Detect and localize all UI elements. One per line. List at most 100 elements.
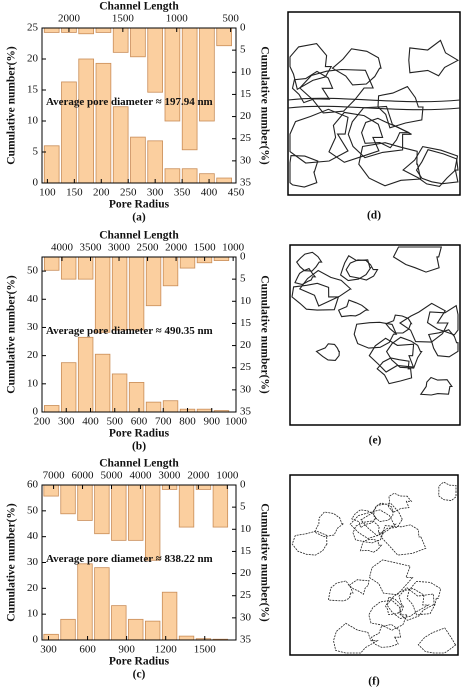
y-tick-label: 40	[27, 530, 39, 542]
contour	[361, 117, 410, 149]
y-tick-label: 25	[27, 22, 39, 34]
bar	[145, 256, 162, 307]
contour	[384, 314, 413, 334]
x-tick-label: 150	[66, 187, 83, 199]
y2-tick-label: 25	[240, 589, 252, 601]
y2-tick-label: 0	[240, 22, 246, 34]
contour-image-frame	[289, 474, 459, 656]
bar	[213, 256, 230, 261]
x2-tick-label: 4000	[129, 470, 152, 482]
contour	[337, 299, 370, 318]
contour	[351, 509, 378, 529]
contour	[373, 502, 394, 523]
x-tick-label: 600	[79, 644, 96, 656]
contour	[313, 511, 345, 538]
bar	[60, 256, 77, 280]
contour	[388, 492, 413, 513]
contour	[406, 580, 442, 616]
y2-tick-label: 30	[240, 611, 252, 623]
contour	[385, 336, 423, 369]
contour	[299, 68, 374, 114]
bar	[77, 484, 93, 521]
y2-tick-label: 35	[240, 406, 252, 418]
y-tick-label: 30	[27, 321, 39, 333]
x-tick-label: 400	[201, 187, 218, 199]
y-tick-label: 10	[27, 115, 39, 127]
bar	[128, 618, 144, 641]
bar	[112, 106, 129, 184]
bar	[94, 567, 110, 641]
y2-axis-label: Cumulative number(%)	[258, 503, 270, 622]
x2-tick-label: 1000	[216, 470, 239, 482]
bar	[128, 382, 145, 413]
bar	[111, 484, 127, 541]
bar	[144, 484, 161, 561]
annotation: Average pore diameter ≈ 197.94 nm	[46, 96, 213, 108]
y2-tick-label: 5	[240, 273, 246, 285]
contour	[315, 343, 340, 361]
contour	[339, 255, 372, 282]
y2-tick-label: 0	[240, 251, 246, 263]
y2-tick-label: 20	[240, 567, 252, 579]
x-tick-label: 300	[147, 187, 164, 199]
contour	[289, 155, 319, 188]
contour	[358, 142, 422, 187]
panel-label: (b)	[132, 441, 146, 453]
y2-tick-label: 10	[240, 66, 252, 78]
x2-tick-label: 1500	[194, 242, 217, 254]
y2-tick-label: 20	[240, 110, 252, 122]
y2-tick-label: 25	[240, 132, 252, 144]
contour	[427, 329, 459, 358]
bar	[162, 256, 179, 287]
panel-label: (a)	[132, 212, 146, 224]
x-tick-label: 1500	[194, 644, 217, 656]
x2-tick-label: 1000	[166, 13, 189, 25]
contour	[328, 111, 384, 163]
y-tick-label: 0	[33, 177, 39, 189]
x2-axis-label: Channel Length	[99, 1, 179, 13]
x-axis-label: Pore Radius	[109, 428, 170, 440]
y-tick-label: 60	[27, 479, 39, 491]
bar	[60, 484, 76, 515]
annotation: Average pore diameter ≈ 838.22 nm	[46, 553, 213, 565]
bar	[162, 400, 179, 413]
y-tick-label: 15	[27, 84, 39, 96]
y-tick-label: 30	[27, 556, 39, 568]
contour	[384, 596, 405, 616]
bar	[212, 484, 229, 528]
y2-tick-label: 20	[240, 339, 252, 351]
bar	[178, 635, 195, 641]
bar	[94, 256, 111, 333]
annotation: Average pore diameter ≈ 490.35 nm	[46, 325, 213, 337]
contour	[426, 304, 459, 336]
x-tick-label: 1200	[155, 644, 178, 656]
y2-tick-label: 15	[240, 88, 252, 100]
y2-tick-label: 5	[240, 44, 246, 56]
x-axis-label: Pore Radius	[109, 656, 170, 668]
bar	[147, 27, 163, 93]
x-tick-label: 300	[40, 644, 57, 656]
bar	[43, 633, 59, 641]
contour	[386, 588, 430, 619]
contour	[392, 246, 443, 273]
x-tick-label: 500	[107, 416, 124, 428]
x-tick-label: 450	[228, 187, 245, 199]
panel-label: (d)	[367, 210, 381, 222]
x2-tick-label: 3000	[108, 242, 131, 254]
contour	[291, 530, 328, 556]
bar	[178, 484, 195, 528]
y2-tick-label: 10	[240, 295, 252, 307]
bar	[94, 484, 110, 535]
bar	[95, 62, 112, 184]
y-tick-label: 0	[33, 634, 39, 646]
contour	[438, 481, 457, 502]
x-axis-label: Pore Radius	[109, 199, 170, 211]
y2-tick-label: 10	[240, 523, 252, 535]
bar	[128, 256, 145, 331]
x2-axis-label: Channel Length	[99, 230, 179, 242]
contour	[289, 43, 333, 91]
bar	[78, 58, 95, 184]
bar	[60, 362, 77, 413]
bar	[43, 145, 60, 184]
